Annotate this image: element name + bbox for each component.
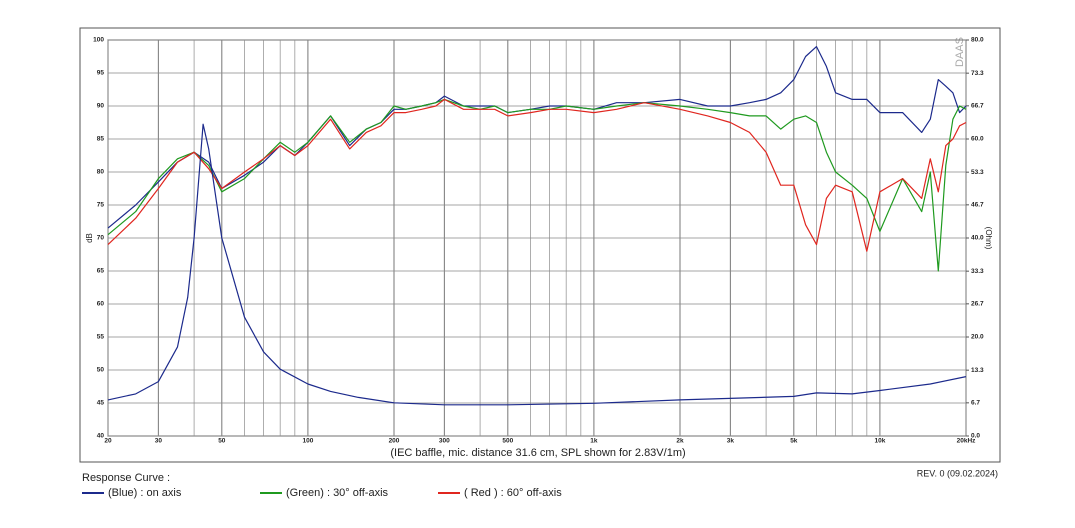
x-tick-label: 3k [727,438,735,445]
x-tick-label: 50 [218,438,226,445]
y-tick-label: 80 [97,169,105,176]
watermark: DAAS [954,37,966,67]
y-tick-label: 45 [97,400,105,407]
y-tick-label: 65 [97,268,105,275]
y2-tick-label: 0.0 [971,433,980,440]
y2-tick-label: 66.7 [971,103,984,110]
x-tick-label: 20kHz [957,438,977,445]
y2-tick-label: 13.3 [971,367,984,374]
x-tick-label: 500 [502,438,513,445]
response-line [107,98,967,272]
legend-title: Response Curve : [82,472,170,484]
y-axis-label: dB [85,233,94,243]
frame [79,27,1001,463]
y-tick-label: 70 [97,235,105,242]
y-tick-label: 90 [97,103,105,110]
y-tick-label: 75 [97,202,105,209]
y2-tick-label: 73.3 [971,70,984,77]
y-tick-label: 55 [97,334,105,341]
y-tick-label: 85 [97,136,105,143]
x-tick-label: 30 [155,438,163,445]
y-tick-label: 95 [97,70,105,77]
legend-label: (Green) : 30° off-axis [286,487,389,499]
x-tick-label: 10k [874,438,885,445]
y2-tick-label: 33.3 [971,268,984,275]
impedance-line [107,123,967,406]
legend-label: ( Red ) : 60° off-axis [464,487,562,499]
response-line [107,46,967,229]
x-tick-label: 20 [104,438,112,445]
legend-label: (Blue) : on axis [108,487,182,499]
revision: REV. 0 (09.02.2024) [917,468,998,478]
y2-tick-label: 26.7 [971,301,984,308]
y2-tick-label: 60.0 [971,136,984,143]
y2-axis-label: (Ohm) [984,227,993,250]
caption: (IEC baffle, mic. distance 31.6 cm, SPL … [390,447,685,459]
x-tick-label: 100 [302,438,313,445]
response-line [107,98,967,252]
y2-tick-label: 46.7 [971,202,984,209]
y2-tick-label: 6.7 [971,400,980,407]
y-tick-label: 40 [97,433,105,440]
y-tick-label: 50 [97,367,105,374]
x-tick-label: 1k [590,438,598,445]
y-tick-label: 100 [93,37,104,44]
y-tick-label: 60 [97,301,105,308]
x-tick-label: 5k [790,438,798,445]
x-tick-label: 300 [439,438,450,445]
x-tick-label: 200 [389,438,400,445]
y2-tick-label: 20.0 [971,334,984,341]
y2-tick-label: 53.3 [971,169,984,176]
y2-tick-label: 80.0 [971,37,984,44]
y2-tick-label: 40.0 [971,235,984,242]
x-tick-label: 2k [676,438,684,445]
